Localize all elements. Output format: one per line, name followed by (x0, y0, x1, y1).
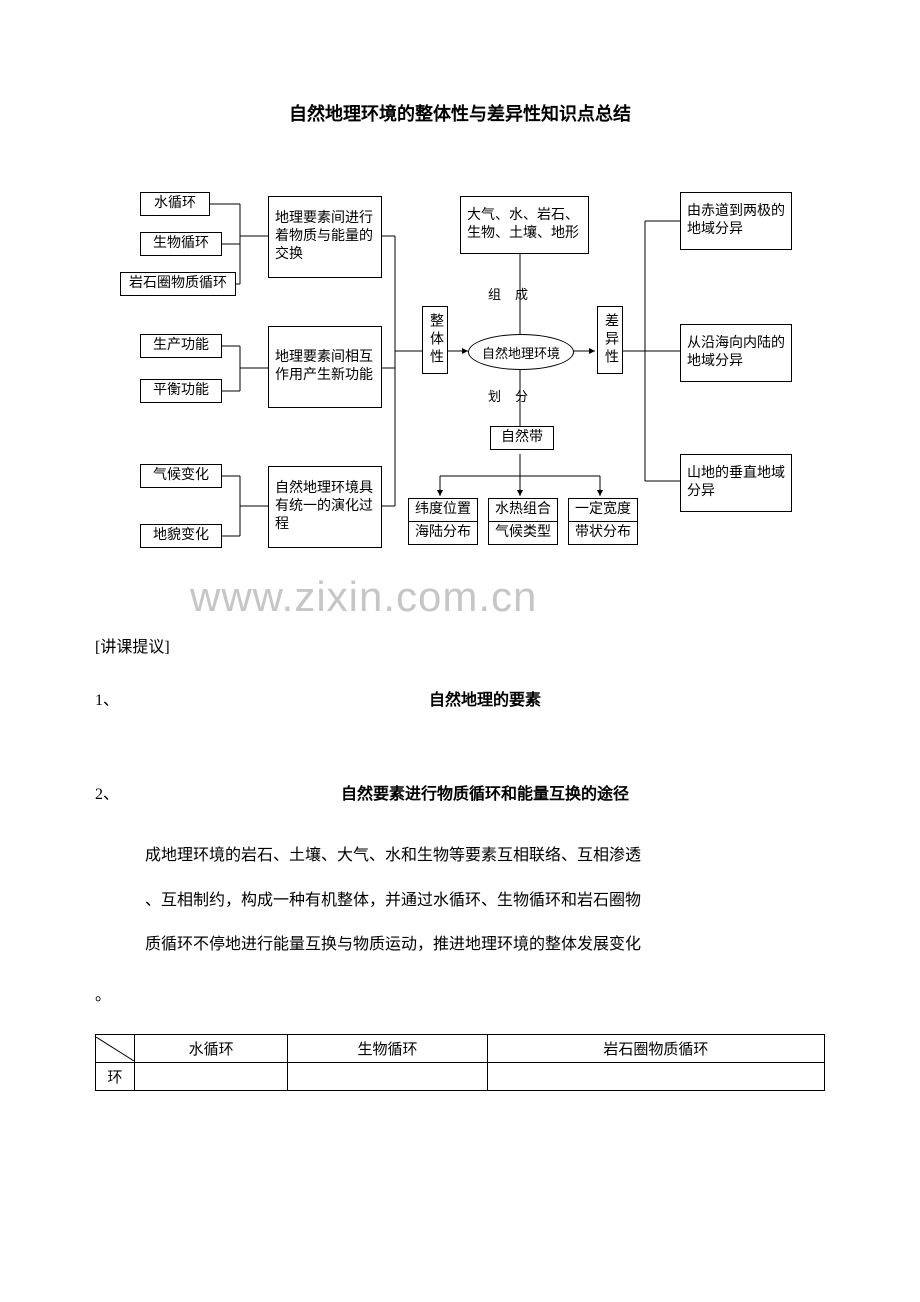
node-differentiation: 差异性 (597, 306, 623, 374)
section-2-heading: 2、 自然要素进行物质循环和能量互换的途径 (95, 780, 825, 804)
node-integrity: 整体性 (422, 306, 448, 374)
page-title: 自然地理环境的整体性与差异性知识点总结 (95, 100, 825, 126)
node-bio-cycle: 生物循环 (140, 232, 222, 256)
th-water: 水循环 (135, 1035, 288, 1063)
node-b1a: 纬度位置 (408, 498, 478, 522)
lecture-tag: [讲课提议] (95, 626, 825, 671)
node-coast-inland: 从沿海向内陆的地域分异 (680, 324, 792, 382)
cell-empty-3 (487, 1063, 824, 1091)
node-production: 生产功能 (140, 334, 222, 358)
node-bottom-1: 纬度位置 海陆分布 (408, 498, 478, 545)
comparison-table: 水循环 生物循环 岩石圈物质循环 环 (95, 1034, 825, 1091)
node-vertical: 山地的垂直地域分异 (680, 454, 792, 512)
spacer-2 (95, 804, 825, 834)
table-row: 环 (96, 1063, 825, 1091)
node-bottom-3: 一定宽度 带状分布 (568, 498, 638, 545)
node-bottom-2: 水热组合 气候类型 (488, 498, 558, 545)
th-rock: 岩石圈物质循环 (487, 1035, 824, 1063)
cell-empty-2 (288, 1063, 487, 1091)
document-page: 自然地理环境的整体性与差异性知识点总结 (0, 0, 920, 1151)
s1-title: 自然地理的要素 (145, 686, 825, 710)
node-climate: 气候变化 (140, 464, 222, 488)
node-b2b: 气候类型 (488, 522, 558, 545)
table-header-row: 水循环 生物循环 岩石圈物质循环 (96, 1035, 825, 1063)
node-landform: 地貌变化 (140, 524, 222, 548)
node-b1b: 海陆分布 (408, 522, 478, 545)
node-b2a: 水热组合 (488, 498, 558, 522)
label-zucheng: 组成 (488, 284, 542, 303)
label-huafen: 划分 (488, 386, 542, 405)
watermark-text: www.zixin.com.cn (190, 573, 537, 621)
node-newfunc: 地理要素间相互作用产生新功能 (268, 326, 382, 408)
s2-line3: 质循环不停地进行能量互换与物质运动，推进地理环境的整体发展变化 (145, 923, 825, 968)
node-exchange: 地理要素间进行着物质与能量的交换 (268, 196, 382, 278)
node-balance: 平衡功能 (140, 379, 222, 403)
node-nature-belt: 自然带 (490, 426, 554, 450)
s2-line4: 。 (95, 968, 825, 1024)
row-hdr: 环 (96, 1063, 135, 1091)
spacer-1 (95, 710, 825, 780)
node-natural-env: 自然地理环境 (468, 334, 574, 370)
section-1-heading: 1、 自然地理的要素 (95, 686, 825, 710)
node-evolution: 自然地理环境具有统一的演化过程 (268, 466, 382, 548)
s1-num: 1、 (95, 686, 145, 710)
s2-line1: 成地理环境的岩石、土壤、大气、水和生物等要素互相联络、互相渗透 (145, 834, 825, 879)
diagonal-cell (96, 1037, 134, 1061)
node-elements: 大气、水、岩石、生物、土壤、地形 (460, 196, 589, 254)
concept-diagram: 水循环 生物循环 岩石圈物质循环 生产功能 平衡功能 气候变化 地貌变化 地理要… (140, 176, 820, 606)
node-b3b: 带状分布 (568, 522, 638, 545)
s2-num: 2、 (95, 780, 145, 804)
node-rock-cycle: 岩石圈物质循环 (120, 272, 236, 296)
node-water-cycle: 水循环 (140, 192, 210, 216)
node-equator-pole: 由赤道到两极的地域分异 (680, 192, 792, 250)
s2-title: 自然要素进行物质循环和能量互换的途径 (145, 780, 825, 804)
cell-empty-1 (135, 1063, 288, 1091)
node-b3a: 一定宽度 (568, 498, 638, 522)
s2-line2: 、互相制约，构成一种有机整体，并通过水循环、生物循环和岩石圈物 (145, 879, 825, 924)
th-bio: 生物循环 (288, 1035, 487, 1063)
